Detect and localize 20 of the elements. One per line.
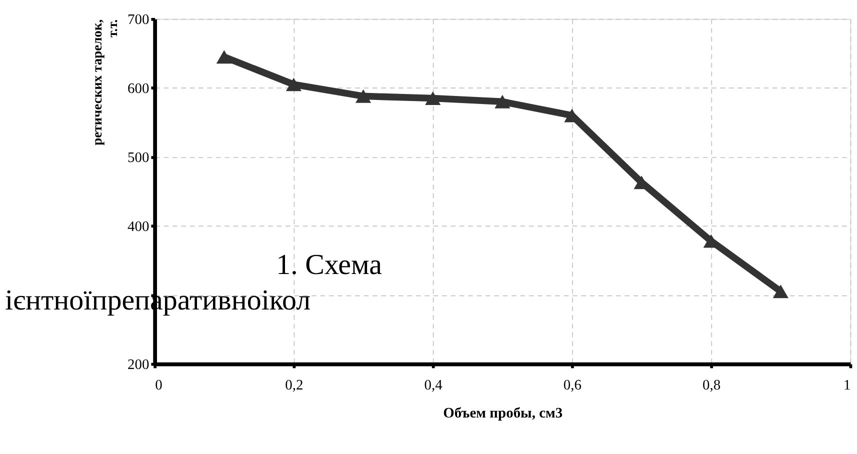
x-tick-label: 0,2: [285, 377, 304, 394]
y-tick-label: 500: [128, 150, 150, 166]
x-tick-label: 0,8: [702, 377, 721, 394]
point: [772, 284, 788, 298]
point: [286, 78, 302, 92]
x-axis-title: Объем пробы, см3: [443, 405, 563, 422]
point: [216, 50, 232, 64]
x-tick-label: 1: [843, 377, 851, 394]
point: [425, 91, 441, 105]
y-tick-label: 700: [128, 12, 150, 28]
x-tick-label: 0,6: [563, 377, 582, 394]
point: [355, 89, 372, 103]
y-tick-label: 600: [128, 81, 150, 98]
x-tick-label: 0,4: [424, 377, 444, 394]
y-tick-label: 200: [128, 357, 150, 374]
point: [494, 94, 510, 108]
x-tick-label: 0: [155, 377, 162, 394]
y-axis-title: ретических тарелок, т.т.: [89, 19, 120, 146]
annotation: 1. Схема: [276, 248, 382, 281]
y-tick-label: 400: [128, 219, 150, 236]
